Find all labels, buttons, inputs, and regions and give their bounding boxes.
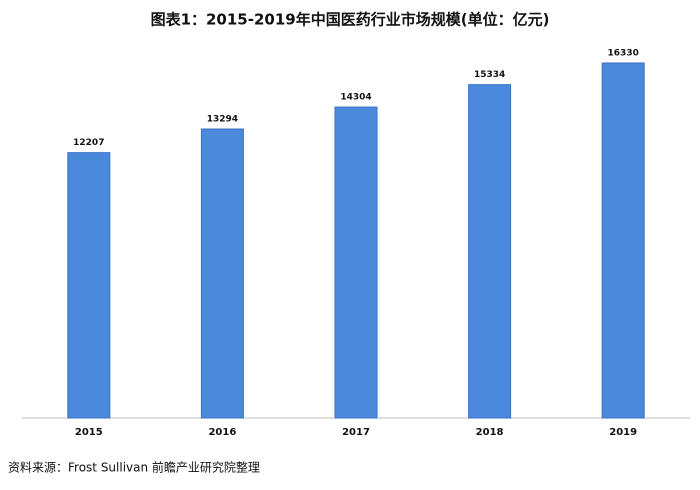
- x-tick-label: 2017: [342, 427, 370, 438]
- chart-title: 图表1：2015-2019年中国医药行业市场规模(单位：亿元): [151, 11, 550, 29]
- value-label: 15334: [474, 70, 505, 80]
- source-note: 资料来源：Frost Sullivan 前瞻产业研究院整理: [8, 460, 260, 475]
- value-label: 16330: [608, 49, 639, 59]
- bar: [468, 84, 512, 419]
- value-label: 13294: [207, 115, 238, 125]
- x-tick-label: 2019: [609, 427, 637, 438]
- value-label: 14304: [340, 93, 371, 103]
- x-tick-label: 2018: [476, 427, 504, 438]
- x-tick-label: 2015: [75, 427, 103, 438]
- bar: [334, 106, 378, 419]
- value-label: 12207: [73, 138, 104, 148]
- bar: [67, 152, 111, 419]
- bar: [601, 62, 645, 419]
- x-tick-label: 2016: [208, 427, 236, 438]
- bar: [200, 128, 244, 419]
